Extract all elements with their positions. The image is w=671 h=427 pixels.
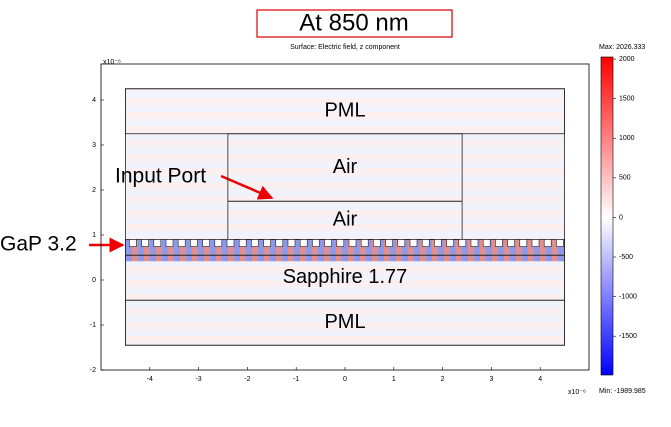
colorbar-tick-label: 500 bbox=[619, 175, 631, 182]
region-label: PML bbox=[324, 100, 365, 122]
grating-tooth bbox=[385, 239, 393, 247]
grating-tooth bbox=[556, 239, 564, 247]
y-tick-label: -2 bbox=[90, 367, 96, 374]
grating-tooth bbox=[153, 239, 162, 247]
grating-tooth bbox=[519, 239, 528, 247]
grating-tooth bbox=[312, 239, 320, 247]
annotation: GaP 3.2 bbox=[0, 233, 77, 256]
x-tick-label: -4 bbox=[147, 376, 153, 383]
y-tick-label: 1 bbox=[92, 232, 96, 239]
grating-tooth bbox=[287, 239, 296, 247]
x-tick-label: 2 bbox=[441, 376, 445, 383]
region bbox=[125, 299, 566, 346]
grating-tooth bbox=[226, 239, 235, 247]
grating-tooth bbox=[458, 239, 467, 247]
grating-tooth bbox=[470, 239, 479, 247]
axis-exponent: x10⁻⁶ bbox=[103, 59, 121, 66]
x-tick-label: 4 bbox=[538, 376, 542, 383]
title-box bbox=[256, 9, 453, 38]
y-tick-label: -1 bbox=[90, 322, 96, 329]
grating-tooth bbox=[507, 239, 515, 247]
grating-tooth bbox=[251, 239, 259, 247]
x-tick-label: -3 bbox=[195, 376, 201, 383]
grating-tooth bbox=[373, 239, 381, 247]
region-label: Air bbox=[333, 209, 358, 231]
grating-tooth bbox=[421, 239, 430, 247]
grating-tooth bbox=[275, 239, 284, 247]
grating-tooth bbox=[543, 239, 552, 247]
grating-tooth bbox=[397, 239, 406, 247]
colorbar-tick-label: -1000 bbox=[619, 293, 637, 300]
grating-tooth bbox=[531, 239, 540, 247]
axis-exponent: x10⁻⁶ bbox=[568, 389, 586, 396]
field-pattern bbox=[125, 88, 565, 346]
grating-tooth bbox=[446, 239, 454, 247]
grating-tooth bbox=[324, 239, 332, 247]
region-label: Air bbox=[333, 156, 358, 178]
grating-tooth bbox=[141, 239, 149, 247]
chart-title: At 850 nm bbox=[299, 9, 408, 36]
grating-tooth bbox=[214, 239, 223, 247]
grating-tooth bbox=[238, 239, 247, 247]
field-background bbox=[125, 88, 565, 346]
x-tick-label: 1 bbox=[392, 376, 396, 383]
colorbar-tick-label: 0 bbox=[619, 214, 623, 221]
x-tick-label: -1 bbox=[293, 376, 299, 383]
colorbar-min: Min: -1989.985 bbox=[599, 388, 646, 395]
annotation: Input Port bbox=[115, 165, 206, 188]
y-tick-label: 3 bbox=[92, 142, 96, 149]
grating-tooth bbox=[482, 239, 491, 247]
colorbar-tick-label: 1500 bbox=[619, 96, 635, 103]
arrow bbox=[220, 174, 274, 200]
colorbar-tick-label: -1500 bbox=[619, 333, 637, 340]
grating-tooth bbox=[299, 239, 308, 247]
y-tick-label: 4 bbox=[92, 97, 96, 104]
y-tick-label: 2 bbox=[92, 187, 96, 194]
region-label: Sapphire 1.77 bbox=[283, 266, 408, 288]
grating-tooth bbox=[409, 239, 418, 247]
region-label: PML bbox=[324, 311, 365, 333]
subtitle: Surface: Electric field, z component bbox=[290, 44, 400, 51]
y-tick-label: 0 bbox=[92, 277, 96, 284]
grating-tooth bbox=[165, 239, 174, 247]
grating-tooth bbox=[263, 239, 271, 247]
colorbar bbox=[600, 56, 614, 376]
grating-tooth bbox=[495, 239, 503, 247]
grating-tooth bbox=[129, 239, 137, 247]
colorbar-tick-label: 1000 bbox=[619, 135, 635, 142]
colorbar-tick-label: 2000 bbox=[619, 56, 635, 63]
grating-tooth bbox=[202, 239, 210, 247]
colorbar-max: Max: 2026.333 bbox=[599, 44, 645, 51]
grating-tooth bbox=[360, 239, 369, 247]
grating-tooth bbox=[348, 239, 357, 247]
grating-tooth bbox=[177, 239, 186, 247]
x-tick-label: 0 bbox=[343, 376, 347, 383]
grating-tooth bbox=[434, 239, 442, 247]
grating-tooth bbox=[336, 239, 345, 247]
field-hotspots bbox=[125, 239, 565, 262]
x-tick-label: 3 bbox=[489, 376, 493, 383]
grating-tooth bbox=[190, 239, 198, 247]
x-tick-label: -2 bbox=[244, 376, 250, 383]
colorbar-tick-label: -500 bbox=[619, 254, 633, 261]
